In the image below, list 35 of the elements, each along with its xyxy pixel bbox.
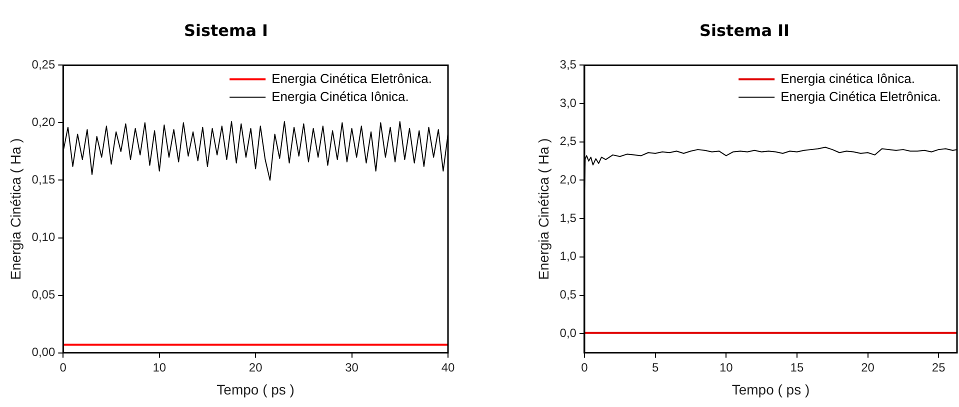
legend-label: Energia Cinética Eletrônica. (272, 70, 432, 86)
y-tick-label: 1,0 (560, 249, 577, 264)
x-tick-label: 20 (861, 360, 875, 374)
y-tick-label: 0,15 (32, 172, 56, 187)
y-tick-label: 0,5 (560, 288, 577, 302)
x-tick-label: 0 (60, 360, 67, 374)
y-tick-label: 3,5 (560, 58, 577, 72)
y-axis-title: Energia Cinética ( Ha ) (7, 138, 24, 280)
legend-label: Energia Cinética Iônica. (272, 88, 409, 104)
x-tick-label: 10 (152, 360, 166, 374)
x-axis-title: Tempo ( ps ) (732, 381, 810, 398)
x-axis-title: Tempo ( ps ) (216, 381, 294, 398)
y-tick-label: 0,25 (32, 58, 56, 72)
chart-title: Sistema I (184, 20, 268, 40)
legend-label: Energia cinética Iônica. (780, 70, 916, 86)
y-tick-label: 0,05 (32, 288, 56, 302)
y-axis-title: Energia Cinética ( Ha ) (535, 138, 552, 280)
y-tick-label: 2,0 (560, 172, 577, 187)
legend-label: Energia Cinética Eletrônica. (780, 88, 942, 104)
y-tick-label: 1,5 (560, 210, 577, 225)
y-tick-label: 0,10 (32, 230, 56, 244)
y-tick-label: 0,0 (560, 326, 577, 340)
x-tick-label: 0 (581, 360, 588, 374)
x-tick-label: 25 (932, 360, 946, 374)
y-tick-label: 2,5 (560, 134, 577, 148)
y-tick-label: 3,0 (560, 96, 577, 110)
x-tick-label: 15 (790, 360, 804, 374)
x-tick-label: 5 (652, 360, 659, 374)
y-tick-label: 0,20 (32, 115, 56, 130)
x-tick-label: 10 (719, 360, 734, 374)
y-tick-label: 0,00 (32, 345, 56, 360)
chart-title: Sistema II (700, 20, 790, 40)
x-tick-label: 40 (441, 360, 455, 374)
x-tick-label: 20 (248, 360, 263, 374)
x-tick-label: 30 (345, 360, 359, 374)
